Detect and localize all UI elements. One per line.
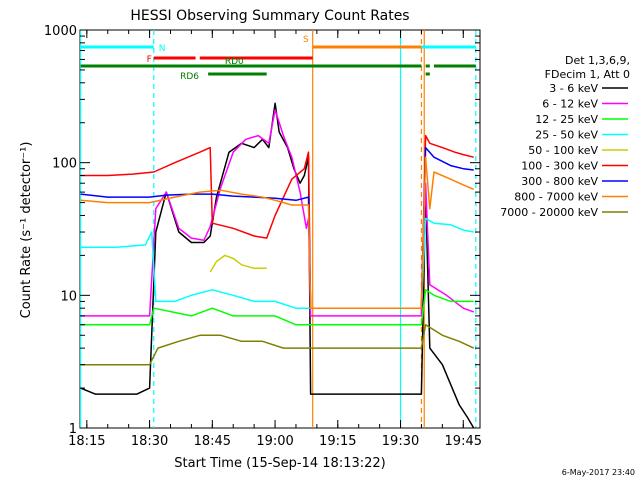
flag-bar-label: F bbox=[147, 55, 152, 65]
x-tick-label: 19:30 bbox=[382, 434, 419, 449]
y-tick-label: 1000 bbox=[44, 24, 77, 39]
flag-bar-label: S bbox=[303, 35, 309, 45]
series-line bbox=[80, 146, 474, 309]
x-tick-label: 18:45 bbox=[194, 434, 231, 449]
legend-entry-label: 12 - 25 keV bbox=[535, 113, 598, 126]
series-line bbox=[80, 102, 475, 429]
legend-header: FDecim 1, Att 0 bbox=[545, 68, 630, 81]
y-axis-label: Count Rate (s⁻¹ detector⁻¹) bbox=[19, 142, 34, 319]
x-tick-label: 19:00 bbox=[256, 434, 293, 449]
x-tick-label: 18:15 bbox=[68, 434, 105, 449]
legend-entry-label: 800 - 7000 keV bbox=[514, 191, 598, 204]
series-line bbox=[80, 134, 474, 309]
chart-title: HESSI Observing Summary Count Rates bbox=[130, 8, 409, 24]
series-line bbox=[80, 217, 474, 309]
x-tick-label: 18:30 bbox=[131, 434, 168, 449]
y-tick-label: 1 bbox=[69, 422, 77, 437]
series-line bbox=[80, 289, 474, 326]
y-tick-label: 10 bbox=[60, 289, 77, 304]
series-line bbox=[209, 254, 267, 273]
status-flag-bars: N S F RD0 RD6 bbox=[80, 35, 476, 82]
series-line bbox=[80, 109, 474, 317]
axes: 18:15 18:30 18:45 19:00 19:15 19:30 19:45 1 10 10… bbox=[44, 24, 482, 449]
plot-frame bbox=[79, 29, 481, 429]
time-markers bbox=[79, 30, 477, 428]
x-tick-label: 19:45 bbox=[445, 434, 482, 449]
flag-bar-label: N bbox=[159, 44, 166, 54]
date-stamp: 6-May-2017 23:40 bbox=[562, 468, 635, 477]
series-line bbox=[80, 156, 474, 309]
legend-header: Det 1,3,6,9, bbox=[565, 54, 630, 67]
legend-entry-label: 7000 - 20000 keV bbox=[500, 206, 598, 219]
y-tick-label: 100 bbox=[52, 157, 77, 172]
legend-entry-label: 50 - 100 keV bbox=[528, 144, 598, 157]
legend-entry-label: 25 - 50 keV bbox=[535, 129, 598, 142]
flag-bar-label: RD6 bbox=[180, 72, 199, 82]
flag-bar-label: RD0 bbox=[225, 57, 244, 67]
data-series bbox=[80, 102, 475, 429]
legend-entry-label: 100 - 300 keV bbox=[521, 160, 598, 173]
legend-entry-label: 300 - 800 keV bbox=[521, 175, 598, 188]
legend: Det 1,3,6,9,FDecim 1, Att 03 - 6 keV 6 - … bbox=[500, 54, 630, 219]
x-axis-label: Start Time (15-Sep-14 18:13:22) bbox=[174, 456, 385, 471]
legend-entry-label: 6 - 12 keV bbox=[542, 98, 598, 111]
legend-entry-label: 3 - 6 keV bbox=[549, 82, 598, 95]
x-tick-label: 19:15 bbox=[319, 434, 356, 449]
series-line bbox=[80, 324, 475, 366]
